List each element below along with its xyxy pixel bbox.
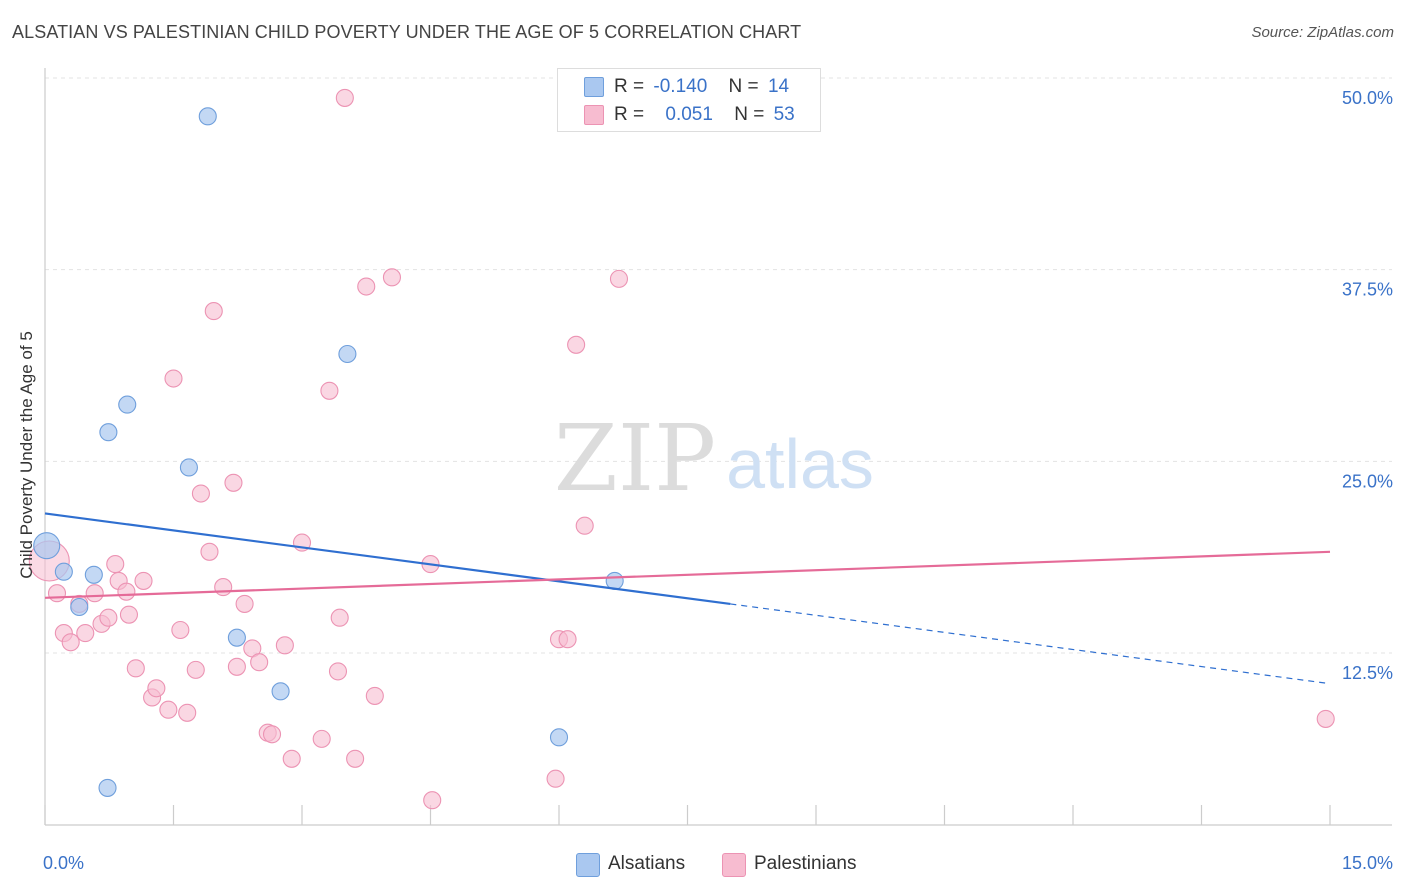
alsatians-trend-extension [730,603,1331,685]
alsatians-point [70,597,89,617]
y-tick-label: 37.5% [1342,280,1393,300]
palestinians-point [200,542,219,561]
palestinians-point [117,582,136,601]
x-tick-label-min: 0.0% [43,853,84,873]
palestinians-point [382,268,402,287]
palestinians-point [119,605,139,624]
palestinians-point [312,729,331,748]
palestinians-point [178,703,197,722]
axes [44,68,1392,826]
palestinians-point [558,630,577,649]
palestinians-point [357,277,376,296]
alsatians-point [84,565,103,584]
trend-lines [44,512,1331,685]
palestinians-point [262,725,282,744]
palestinians-point [328,662,348,681]
palestinians-legend-label: Palestinians [754,853,857,874]
alsatians-legend-swatch [576,853,600,877]
watermark-atlas: atlas [726,425,874,503]
palestinians-point [126,659,145,678]
alsatians-point [549,728,569,747]
palestinians-point [250,653,269,672]
tick-labels: 12.5% 25.0% 37.5% 50.0% 0.0% 15.0% [43,88,1393,873]
alsatians-points [33,107,624,797]
chart-title: ALSATIAN VS PALESTINIAN CHILD POVERTY UN… [12,22,802,42]
y-tick-label: 12.5% [1342,663,1393,683]
palestinians-point [191,484,210,503]
palestinians-point [575,516,594,535]
palestinians-point [204,302,223,321]
alsatians-point [54,562,73,581]
palestinians-point [106,555,125,574]
alsatians-trend-line [44,512,731,606]
palestinians-n-value: 53 [773,104,795,125]
palestinians-point [171,620,190,640]
r-label: R = [614,76,645,97]
palestinians-swatch [584,105,604,125]
palestinians-point [186,660,205,679]
palestinians-point [346,749,365,768]
palestinians-point [47,584,67,603]
palestinians-trend-line [44,550,1331,599]
palestinians-point [546,769,565,788]
alsatians-point [227,628,246,647]
x-tick-label-max: 15.0% [1342,853,1393,873]
watermark: ZIP atlas [554,405,874,512]
palestinians-point [320,381,339,400]
palestinians-point [235,594,254,613]
palestinians-point [76,624,95,643]
n-label: N = [728,76,759,97]
watermark-zip: ZIP [554,405,716,512]
grid-lines [45,77,1392,654]
alsatians-point [271,682,290,701]
palestinians-legend-swatch [722,853,746,877]
palestinians-point [164,369,183,388]
r-label: R = [614,104,645,125]
palestinians-point [61,633,80,652]
palestinians-r-value: 0.051 [665,104,713,125]
palestinians-point [330,608,349,627]
palestinians-point [147,679,166,698]
palestinians-point [282,749,301,768]
n-label: N = [734,104,765,125]
source-label: Source: ZipAtlas.com [1251,24,1394,41]
palestinians-point [365,686,384,705]
alsatians-point [179,458,198,477]
alsatians-point [338,344,357,364]
alsatians-point [98,778,117,797]
palestinians-point [99,608,118,627]
palestinians-point [609,269,629,288]
palestinians-point [224,473,243,492]
palestinians-point [1316,709,1335,728]
palestinians-point [214,578,233,597]
alsatians-point [33,532,61,560]
y-axis-label: Child Poverty Under the Age of 5 [17,331,36,579]
alsatians-point [118,395,137,414]
palestinians-point [159,700,178,719]
y-tick-label: 25.0% [1342,471,1393,491]
palestinians-point [567,335,586,354]
correlation-legend: R = -0.140 N = 14 R = 0.051 N = 53 [557,68,821,132]
y-tick-label: 50.0% [1342,88,1393,108]
alsatians-swatch [584,77,604,97]
alsatians-point [198,107,217,126]
palestinians-point [85,584,104,603]
alsatians-r-value: -0.140 [653,76,708,97]
palestinians-point [423,791,442,810]
palestinians-point [335,88,354,107]
alsatians-n-value: 14 [767,76,790,97]
alsatians-legend-label: Alsatians [608,853,686,874]
palestinians-point [134,571,153,590]
palestinians-point [275,636,294,655]
alsatians-point [99,423,118,442]
palestinians-point [227,657,246,676]
